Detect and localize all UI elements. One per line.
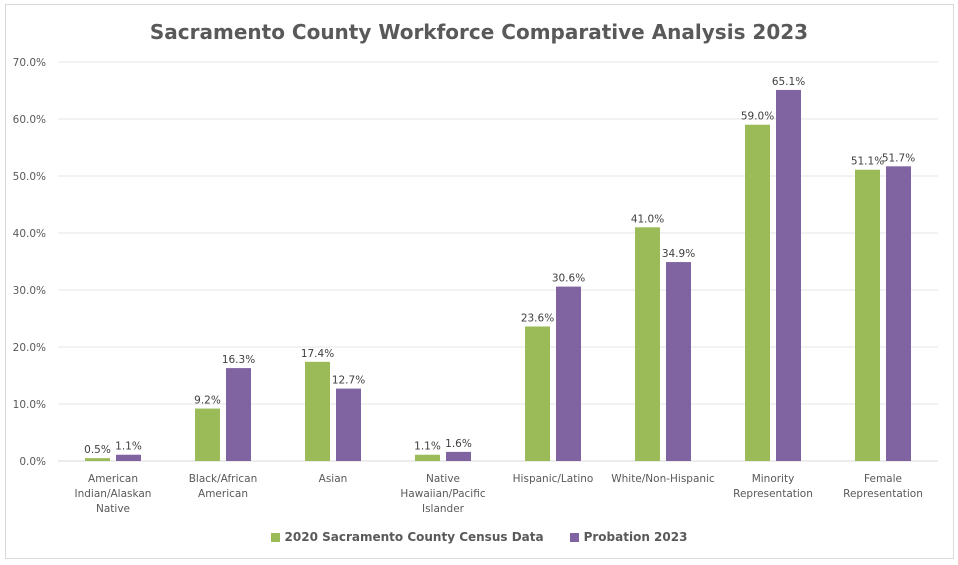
bar-probation: [886, 166, 911, 461]
bar-probation: [336, 388, 361, 461]
bar-census: [195, 408, 220, 461]
data-label: 0.5%: [84, 444, 111, 456]
x-tick-label: Islander: [422, 503, 465, 515]
bar-census: [635, 227, 660, 461]
bar-census: [745, 124, 770, 461]
x-tick-label: Hispanic/Latino: [513, 473, 594, 485]
data-label: 41.0%: [631, 213, 664, 225]
y-tick-label: 70.0%: [13, 57, 46, 69]
data-label: 34.9%: [662, 248, 695, 260]
bar-census: [85, 458, 110, 461]
x-tick-label: American: [198, 488, 248, 500]
x-tick-label: Representation: [733, 488, 813, 500]
x-tick-label: Minority: [752, 473, 795, 485]
data-label: 1.6%: [445, 438, 472, 450]
data-label: 65.1%: [772, 76, 805, 88]
data-label: 1.1%: [115, 441, 142, 453]
bar-probation: [226, 368, 251, 461]
data-label: 30.6%: [552, 273, 585, 285]
x-tick-label: Hawaiian/Pacific: [400, 488, 485, 500]
x-tick-label: Indian/Alaskan: [75, 488, 152, 500]
x-tick-label: Native: [96, 503, 130, 515]
y-tick-label: 0.0%: [19, 456, 46, 468]
y-tick-label: 40.0%: [13, 228, 46, 240]
legend: 2020 Sacramento County Census Data Probat…: [0, 530, 958, 544]
x-tick-label: Native: [426, 473, 460, 485]
x-tick-label: Black/African: [189, 473, 258, 485]
y-tick-label: 10.0%: [13, 399, 46, 411]
bar-census: [525, 326, 550, 461]
chart-title: Sacramento County Workforce Comparative …: [149, 20, 809, 44]
bar-probation: [116, 454, 141, 461]
bar-probation: [666, 262, 691, 461]
x-tick-label: Female: [864, 473, 902, 485]
x-tick-label: White/Non-Hispanic: [611, 473, 715, 485]
y-tick-label: 20.0%: [13, 342, 46, 354]
legend-item: 2020 Sacramento County Census Data: [270, 530, 544, 544]
x-tick-label: Representation: [843, 488, 923, 500]
data-label: 51.7%: [882, 152, 915, 164]
bar-probation: [776, 89, 801, 462]
bar-census: [305, 361, 330, 461]
x-tick-label: American: [88, 473, 138, 485]
legend-swatch: [569, 532, 579, 542]
data-label: 17.4%: [301, 348, 334, 360]
bar-probation: [556, 286, 581, 461]
legend-label: 2020 Sacramento County Census Data: [284, 530, 544, 544]
data-label: 59.0%: [741, 111, 774, 123]
y-tick-label: 30.0%: [13, 285, 46, 297]
legend-swatch: [270, 532, 280, 542]
legend-label: Probation 2023: [583, 530, 688, 544]
data-label: 16.3%: [222, 354, 255, 366]
x-tick-label: Asian: [319, 473, 348, 485]
bar-probation: [446, 451, 471, 461]
y-tick-label: 50.0%: [13, 171, 46, 183]
y-tick-label: 60.0%: [13, 114, 46, 126]
data-label: 12.7%: [332, 375, 365, 387]
data-label: 9.2%: [194, 395, 221, 407]
data-label: 51.1%: [851, 156, 884, 168]
legend-item: Probation 2023: [569, 530, 688, 544]
bar-census: [855, 169, 880, 462]
bar-census: [415, 454, 440, 461]
data-label: 1.1%: [414, 441, 441, 453]
data-label: 23.6%: [521, 312, 554, 324]
